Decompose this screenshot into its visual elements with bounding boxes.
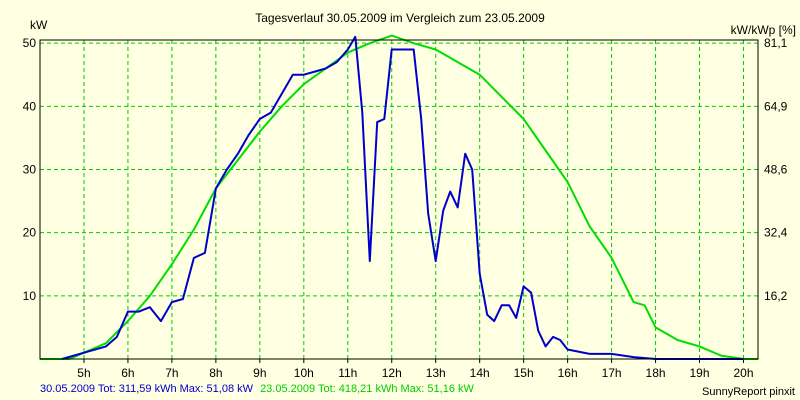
y-tick-left-40: 40	[23, 99, 37, 113]
x-tick-label-18h: 18h	[646, 366, 666, 380]
x-tick-label-17h: 17h	[602, 366, 622, 380]
x-tick-label-8h: 8h	[209, 366, 222, 380]
x-tick-label-6h: 6h	[121, 366, 134, 380]
y-tick-left-20: 20	[23, 226, 37, 240]
tick-labels: 5h 6h 7h 8h 9h 10h 11h 12h 13h 14h 15h 16h 17h 18h 19h…	[23, 36, 788, 380]
x-tick-label-11h: 11h	[338, 366, 357, 380]
y-tick-left-30: 30	[23, 162, 37, 176]
y-tick-right-48,6: 48,6	[764, 162, 788, 176]
x-tick-label-13h: 13h	[426, 366, 446, 380]
x-tick-label-14h: 14h	[470, 366, 490, 380]
x-tick-label-7h: 7h	[165, 366, 178, 380]
plot-area	[40, 40, 758, 359]
x-tick-label-16h: 16h	[558, 366, 578, 380]
credit-text: SunnyReport pinxit	[702, 386, 795, 398]
y-tick-left-50: 50	[23, 36, 37, 50]
series-line-30-05-2009	[61, 35, 744, 360]
plot-frame	[39, 39, 759, 360]
chart-title: Tagesverlauf 30.05.2009 im Vergleich zum…	[255, 11, 545, 25]
y-tick-right-81,1: 81,1	[764, 36, 788, 50]
x-tick-label-5h: 5h	[77, 366, 90, 380]
series	[40, 34, 758, 360]
legend-green-series: 23.05.2009 Tot: 418,21 kWh Max: 51,16 kW	[260, 383, 474, 395]
grid	[40, 40, 758, 359]
legend-blue-series: 30.05.2009 Tot: 311,59 kWh Max: 51,08 kW	[40, 383, 254, 395]
x-tick-label-9h: 9h	[253, 366, 266, 380]
y-tick-right-16,2: 16,2	[764, 289, 788, 303]
x-tick-label-12h: 12h	[382, 366, 402, 380]
y-axis-right-label: kW/kWp [%]	[731, 23, 796, 37]
y-tick-left-10: 10	[23, 289, 37, 303]
x-tick-label-10h: 10h	[294, 366, 314, 380]
y-tick-right-32,4: 32,4	[764, 226, 788, 240]
y-axis-left-label: kW	[30, 18, 48, 32]
x-tick-label-20h: 20h	[733, 366, 753, 380]
y-tick-right-64,9: 64,9	[764, 99, 788, 113]
series-line-23-05-2009	[40, 34, 758, 360]
x-tick-label-15h: 15h	[514, 366, 534, 380]
legend-line: 30.05.2009 Tot: 311,59 kWh Max: 51,08 kW…	[40, 383, 474, 395]
x-tick-label-19h: 19h	[690, 366, 710, 380]
